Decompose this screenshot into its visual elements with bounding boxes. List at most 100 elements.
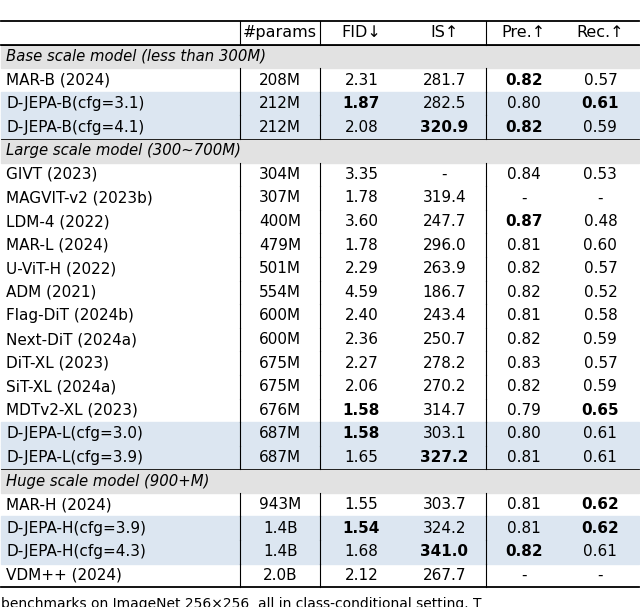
Text: 0.82: 0.82 bbox=[507, 332, 541, 347]
Text: 3.35: 3.35 bbox=[344, 167, 378, 182]
Text: MDTv2-XL (2023): MDTv2-XL (2023) bbox=[6, 403, 138, 418]
Text: 2.31: 2.31 bbox=[344, 72, 378, 87]
Text: MAGVIT-v2 (2023b): MAGVIT-v2 (2023b) bbox=[6, 191, 153, 206]
Text: 1.78: 1.78 bbox=[344, 191, 378, 206]
Text: 327.2: 327.2 bbox=[420, 450, 468, 465]
Text: D-JEPA-H(cfg=3.9): D-JEPA-H(cfg=3.9) bbox=[6, 521, 147, 536]
Text: 0.81: 0.81 bbox=[507, 497, 541, 512]
Text: 0.82: 0.82 bbox=[507, 261, 541, 276]
Bar bbox=[1, 92, 639, 115]
Text: 675M: 675M bbox=[259, 379, 301, 394]
Text: 1.4B: 1.4B bbox=[263, 544, 298, 560]
Text: 0.79: 0.79 bbox=[507, 403, 541, 418]
Text: Rec.↑: Rec.↑ bbox=[577, 25, 624, 40]
Bar bbox=[1, 45, 639, 68]
Text: IS↑: IS↑ bbox=[430, 25, 458, 40]
Text: 501M: 501M bbox=[259, 261, 301, 276]
Text: 263.9: 263.9 bbox=[422, 261, 466, 276]
Text: 2.0B: 2.0B bbox=[263, 568, 298, 583]
Text: 0.87: 0.87 bbox=[505, 214, 543, 229]
Text: MAR-H (2024): MAR-H (2024) bbox=[6, 497, 112, 512]
Bar bbox=[1, 469, 639, 493]
Text: 0.82: 0.82 bbox=[507, 379, 541, 394]
Text: 186.7: 186.7 bbox=[422, 285, 466, 300]
Text: VDM++ (2024): VDM++ (2024) bbox=[6, 568, 122, 583]
Text: 1.58: 1.58 bbox=[343, 426, 380, 441]
Bar bbox=[1, 540, 639, 564]
Text: 0.82: 0.82 bbox=[507, 285, 541, 300]
Text: 0.82: 0.82 bbox=[505, 544, 543, 560]
Text: 0.53: 0.53 bbox=[584, 167, 618, 182]
Text: D-JEPA-L(cfg=3.9): D-JEPA-L(cfg=3.9) bbox=[6, 450, 143, 465]
Text: 0.80: 0.80 bbox=[507, 96, 541, 111]
Text: 0.59: 0.59 bbox=[584, 379, 618, 394]
Text: 2.12: 2.12 bbox=[344, 568, 378, 583]
Text: D-JEPA-B(cfg=3.1): D-JEPA-B(cfg=3.1) bbox=[6, 96, 145, 111]
Text: 1.65: 1.65 bbox=[344, 450, 378, 465]
Text: 0.81: 0.81 bbox=[507, 450, 541, 465]
Text: 0.81: 0.81 bbox=[507, 521, 541, 536]
Text: 0.65: 0.65 bbox=[582, 403, 619, 418]
Bar bbox=[1, 115, 639, 139]
Text: 3.60: 3.60 bbox=[344, 214, 378, 229]
Text: 0.82: 0.82 bbox=[505, 120, 543, 135]
Text: 0.57: 0.57 bbox=[584, 72, 617, 87]
Text: Next-DiT (2024a): Next-DiT (2024a) bbox=[6, 332, 138, 347]
Text: 267.7: 267.7 bbox=[422, 568, 466, 583]
Text: Pre.↑: Pre.↑ bbox=[502, 25, 546, 40]
Text: 4.59: 4.59 bbox=[344, 285, 378, 300]
Text: MAR-B (2024): MAR-B (2024) bbox=[6, 72, 111, 87]
Text: MAR-L (2024): MAR-L (2024) bbox=[6, 238, 109, 253]
Text: 0.61: 0.61 bbox=[584, 450, 618, 465]
Text: Base scale model (less than 300M): Base scale model (less than 300M) bbox=[6, 49, 266, 64]
Bar bbox=[1, 446, 639, 469]
Text: 1.78: 1.78 bbox=[344, 238, 378, 253]
Text: LDM-4 (2022): LDM-4 (2022) bbox=[6, 214, 110, 229]
Bar bbox=[1, 21, 639, 45]
Text: 0.84: 0.84 bbox=[507, 167, 541, 182]
Text: 319.4: 319.4 bbox=[422, 191, 466, 206]
Text: 2.40: 2.40 bbox=[344, 308, 378, 324]
Text: 0.58: 0.58 bbox=[584, 308, 617, 324]
Text: 0.60: 0.60 bbox=[584, 238, 618, 253]
Text: FID↓: FID↓ bbox=[342, 25, 381, 40]
Text: 212M: 212M bbox=[259, 96, 301, 111]
Text: 479M: 479M bbox=[259, 238, 301, 253]
Text: 1.54: 1.54 bbox=[343, 521, 380, 536]
Text: 2.06: 2.06 bbox=[344, 379, 378, 394]
Text: 2.29: 2.29 bbox=[344, 261, 378, 276]
Text: SiT-XL (2024a): SiT-XL (2024a) bbox=[6, 379, 116, 394]
Text: 0.52: 0.52 bbox=[584, 285, 617, 300]
Text: 0.59: 0.59 bbox=[584, 332, 618, 347]
Text: 324.2: 324.2 bbox=[422, 521, 466, 536]
Text: 307M: 307M bbox=[259, 191, 301, 206]
Text: benchmarks on ImageNet 256×256, all in class-conditional setting. T: benchmarks on ImageNet 256×256, all in c… bbox=[1, 597, 482, 607]
Text: 0.59: 0.59 bbox=[584, 120, 618, 135]
Text: 250.7: 250.7 bbox=[422, 332, 466, 347]
Text: 1.58: 1.58 bbox=[343, 403, 380, 418]
Text: 0.57: 0.57 bbox=[584, 261, 617, 276]
Text: ADM (2021): ADM (2021) bbox=[6, 285, 97, 300]
Bar bbox=[1, 517, 639, 540]
Text: 2.36: 2.36 bbox=[344, 332, 378, 347]
Bar bbox=[1, 422, 639, 446]
Text: 2.08: 2.08 bbox=[344, 120, 378, 135]
Text: 314.7: 314.7 bbox=[422, 403, 466, 418]
Text: 0.80: 0.80 bbox=[507, 426, 541, 441]
Text: 0.62: 0.62 bbox=[582, 497, 620, 512]
Text: DiT-XL (2023): DiT-XL (2023) bbox=[6, 356, 109, 371]
Text: 243.4: 243.4 bbox=[422, 308, 466, 324]
Text: 1.87: 1.87 bbox=[343, 96, 380, 111]
Text: 0.57: 0.57 bbox=[584, 356, 617, 371]
Text: 296.0: 296.0 bbox=[422, 238, 466, 253]
Text: 1.68: 1.68 bbox=[344, 544, 378, 560]
Text: 1.55: 1.55 bbox=[344, 497, 378, 512]
Text: 0.61: 0.61 bbox=[584, 426, 618, 441]
Text: Huge scale model (900+M): Huge scale model (900+M) bbox=[6, 473, 210, 489]
Text: 270.2: 270.2 bbox=[422, 379, 466, 394]
Text: 0.83: 0.83 bbox=[507, 356, 541, 371]
Text: 0.81: 0.81 bbox=[507, 308, 541, 324]
Text: 278.2: 278.2 bbox=[422, 356, 466, 371]
Text: D-JEPA-H(cfg=4.3): D-JEPA-H(cfg=4.3) bbox=[6, 544, 147, 560]
Text: 282.5: 282.5 bbox=[422, 96, 466, 111]
